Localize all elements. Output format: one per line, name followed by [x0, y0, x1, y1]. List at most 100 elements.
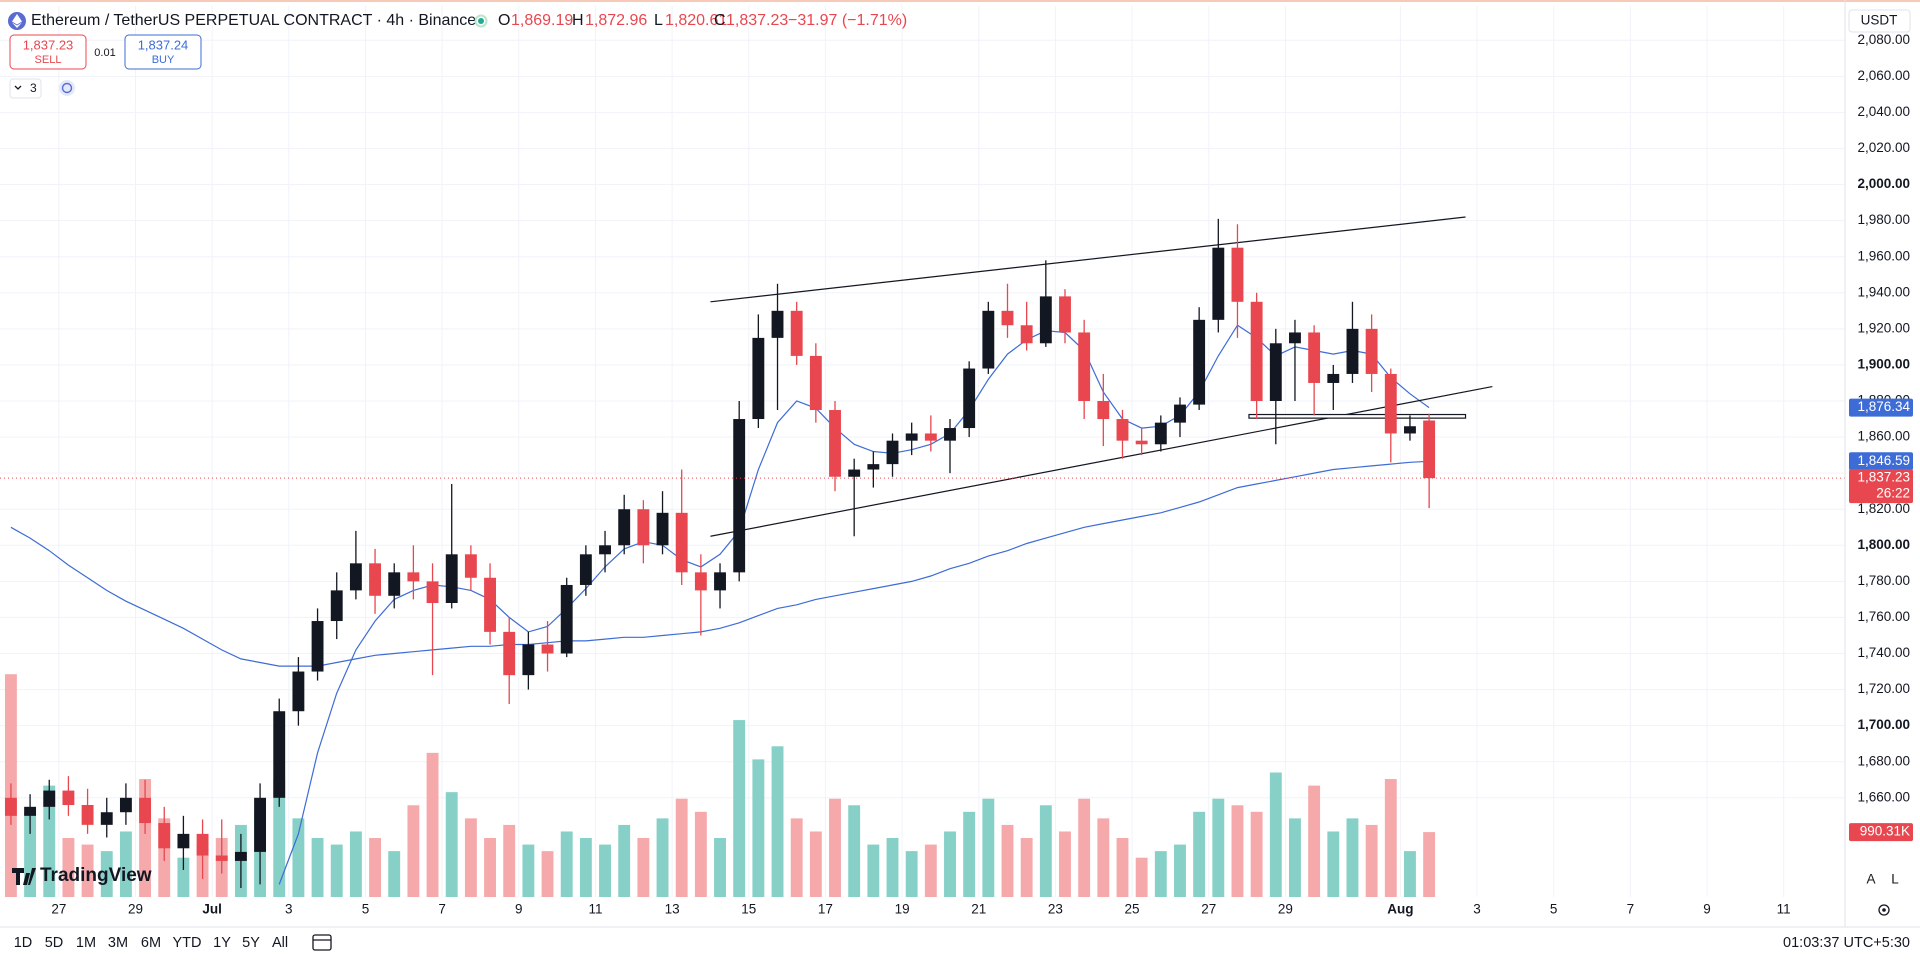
candle-body: [886, 440, 899, 465]
log-scale-button[interactable]: [1885, 869, 1905, 891]
volume-bar: [349, 831, 362, 897]
volume-bar: [1423, 832, 1436, 897]
settings-icon[interactable]: [1878, 904, 1890, 916]
currency-button[interactable]: [1848, 9, 1911, 33]
volume-bar: [62, 838, 75, 897]
eth-glyph: [12, 14, 22, 28]
candle-body: [139, 797, 152, 824]
x-tick-label: 3: [1473, 902, 1481, 917]
buy-button[interactable]: [124, 34, 202, 70]
sell-button[interactable]: [9, 34, 87, 70]
volume-bar: [790, 818, 803, 897]
candle-body: [464, 554, 477, 578]
volume-bar: [560, 831, 573, 897]
candle-body: [81, 805, 94, 825]
x-tick-label: 17: [818, 902, 833, 917]
range-box: [1248, 413, 1467, 419]
trendline: [710, 385, 1493, 537]
volume-bar: [829, 798, 841, 897]
clock[interactable]: 01:03:37 UTC+5:30: [1783, 935, 1910, 951]
y-tick-label: 1,900.00: [1857, 356, 1910, 371]
indicator-count: 3: [30, 81, 37, 95]
volume-bar: [1231, 805, 1244, 897]
volume-bar: [177, 857, 190, 897]
y-tick-label: 2,020.00: [1857, 140, 1910, 155]
candle-body: [1059, 296, 1071, 333]
volume-price-box: [1849, 823, 1913, 842]
range-button[interactable]: 6M: [141, 935, 161, 951]
indicators-toggle[interactable]: [9, 78, 42, 99]
candle-body: [119, 797, 132, 813]
candle-body: [924, 433, 937, 441]
volume-bar: [1384, 779, 1397, 897]
symbol-title[interactable]: Ethereum / TetherUS PERPETUAL CONTRACT ·…: [31, 12, 476, 29]
open-value: 1,869.19: [511, 12, 573, 29]
volume-bar: [1404, 851, 1416, 897]
range-button[interactable]: YTD: [173, 935, 202, 951]
auto-scale-button[interactable]: [1861, 869, 1881, 891]
range-button[interactable]: 1Y: [213, 935, 231, 951]
x-tick-label: 9: [1703, 902, 1711, 917]
volume-bar: [273, 779, 286, 897]
date-range-icon[interactable]: [312, 934, 332, 951]
y-tick-label: 1,980.00: [1857, 212, 1910, 227]
low-key: L: [654, 12, 663, 29]
logo-text[interactable]: TradingView: [40, 865, 152, 886]
refresh-button[interactable]: [59, 80, 75, 96]
range-button[interactable]: 1M: [76, 935, 96, 951]
candle-body: [1039, 296, 1052, 344]
y-tick-label: 2,060.00: [1857, 68, 1910, 83]
volume-bar: [618, 824, 631, 897]
x-tick-label: Jul: [202, 902, 222, 917]
x-tick-label: 21: [971, 902, 986, 917]
candle-body: [1308, 332, 1321, 383]
candle-body: [905, 433, 918, 441]
range-button[interactable]: 3M: [108, 935, 128, 951]
candle-body: [388, 572, 401, 596]
volume-bar: [369, 838, 381, 897]
volume-bar: [656, 818, 669, 897]
volume-bar: [944, 831, 956, 897]
ma-price-box: [1849, 398, 1913, 417]
x-tick-label: 7: [1627, 902, 1635, 917]
volume-label: 990.31K: [1860, 824, 1910, 839]
x-tick-label: 5: [1550, 902, 1558, 917]
volume-bar: [81, 844, 94, 897]
y-tick-label: 1,860.00: [1857, 429, 1910, 444]
candle-body: [215, 855, 228, 861]
candle-body: [541, 644, 554, 654]
volume-bar: [1346, 818, 1359, 897]
volume-bar: [1250, 811, 1263, 897]
buy-label: BUY: [152, 54, 175, 66]
candle-body: [43, 790, 56, 807]
market-status: [474, 14, 488, 28]
volume-bar: [637, 838, 650, 897]
candle-body: [618, 509, 631, 546]
volume-bar: [1308, 785, 1321, 897]
range-button[interactable]: 1D: [14, 935, 33, 951]
candle-body: [790, 310, 803, 356]
volume-bar: [848, 805, 861, 897]
candle-body: [254, 797, 267, 852]
change-value: −31.97 (−1.71%): [788, 12, 907, 29]
candle-body: [1097, 400, 1110, 420]
y-tick-label: 1,760.00: [1857, 609, 1910, 624]
range-button[interactable]: All: [272, 935, 288, 951]
candle-body: [1116, 419, 1129, 441]
range-button[interactable]: 5D: [45, 935, 64, 951]
x-tick-label: 11: [588, 902, 602, 917]
range-button[interactable]: 5Y: [242, 935, 260, 951]
candle-body: [24, 806, 37, 816]
candle-body: [752, 337, 765, 420]
volume-bar: [1135, 857, 1148, 897]
candle-body: [694, 572, 707, 591]
candle-body: [330, 590, 343, 622]
x-tick-label: 19: [895, 902, 910, 917]
candle-body: [349, 563, 362, 591]
close-key: C: [714, 12, 726, 29]
volume-bar: [445, 792, 458, 897]
candle-body: [311, 621, 324, 672]
volume-bar: [330, 844, 343, 897]
x-tick-label: 15: [741, 902, 756, 917]
